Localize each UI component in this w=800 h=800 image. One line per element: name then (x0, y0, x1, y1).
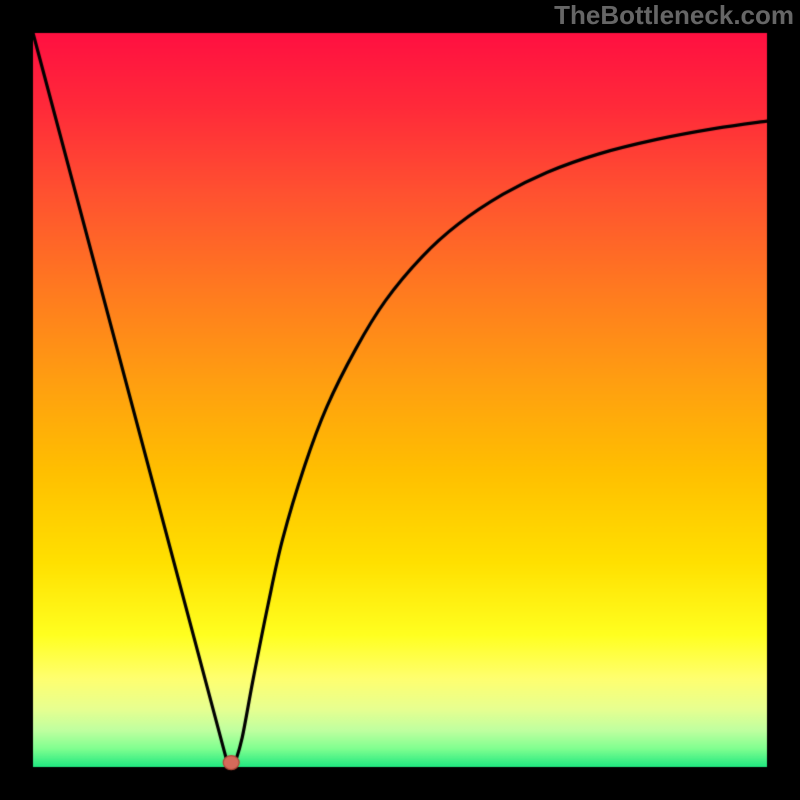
bottleneck-chart-canvas (0, 0, 800, 800)
chart-container: TheBottleneck.com (0, 0, 800, 800)
watermark-label: TheBottleneck.com (554, 0, 794, 31)
